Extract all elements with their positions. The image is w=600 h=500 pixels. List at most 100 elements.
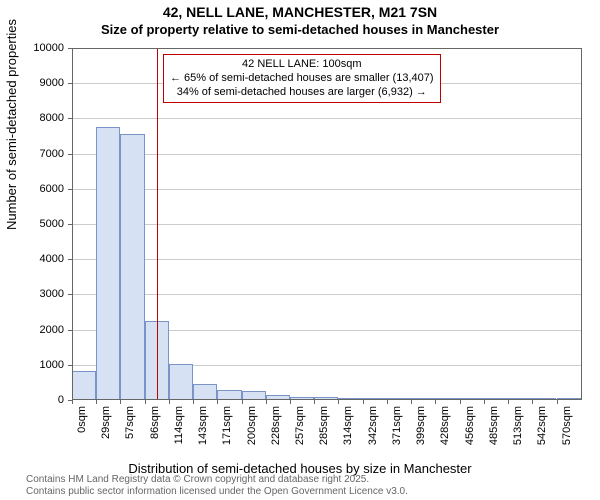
y-tick-mark [68, 189, 72, 190]
histogram-bar [242, 391, 266, 401]
histogram-bar [193, 384, 217, 400]
annotation-line: 34% of semi-detached houses are larger (… [170, 86, 434, 100]
x-tick-mark [217, 400, 218, 404]
x-tick-mark [363, 400, 364, 404]
y-tick-label: 1000 [16, 359, 64, 371]
histogram-bar [484, 398, 508, 400]
histogram-bar [290, 397, 314, 400]
x-tick-label: 86sqm [149, 406, 161, 439]
x-tick-label: 285sqm [318, 406, 330, 445]
chart-container: 42, NELL LANE, MANCHESTER, M21 7SN Size … [0, 0, 600, 500]
histogram-bar [557, 398, 581, 400]
y-tick-label: 10000 [16, 42, 64, 54]
annotation-line: ← 65% of semi-detached houses are smalle… [170, 72, 434, 86]
y-tick-label: 2000 [16, 324, 64, 336]
histogram-bar [120, 134, 144, 400]
credits-line-1: Contains HM Land Registry data © Crown c… [26, 474, 408, 486]
x-tick-mark [290, 400, 291, 404]
y-tick-mark [68, 365, 72, 366]
gridline [72, 259, 582, 260]
gridline [72, 224, 582, 225]
y-tick-label: 7000 [16, 148, 64, 160]
y-tick-label: 9000 [16, 77, 64, 89]
plot-area: 0100020003000400050006000700080009000100… [72, 48, 582, 400]
histogram-bar [217, 390, 241, 400]
histogram-bar [96, 127, 120, 400]
y-tick-mark [68, 48, 72, 49]
x-tick-mark [387, 400, 388, 404]
x-tick-mark [411, 400, 412, 404]
x-tick-mark [508, 400, 509, 404]
y-tick-mark [68, 224, 72, 225]
x-tick-mark [72, 400, 73, 404]
x-tick-label: 485sqm [488, 406, 500, 445]
x-tick-label: 542sqm [536, 406, 548, 445]
x-tick-label: 114sqm [173, 406, 185, 444]
histogram-bar [363, 398, 387, 400]
gridline [72, 189, 582, 190]
x-tick-mark [532, 400, 533, 404]
x-tick-label: 456sqm [464, 406, 476, 445]
x-tick-mark [338, 400, 339, 404]
x-tick-mark [460, 400, 461, 404]
histogram-bar [387, 398, 411, 400]
x-tick-mark [193, 400, 194, 404]
y-tick-mark [68, 154, 72, 155]
gridline [72, 154, 582, 155]
x-tick-label: 29sqm [100, 406, 112, 439]
y-tick-mark [68, 330, 72, 331]
credits-line-2: Contains public sector information licen… [26, 486, 408, 498]
x-tick-mark [145, 400, 146, 404]
y-tick-mark [68, 118, 72, 119]
x-tick-label: 513sqm [512, 406, 524, 445]
x-tick-label: 428sqm [439, 406, 451, 445]
x-tick-mark [242, 400, 243, 404]
histogram-bar [532, 398, 556, 400]
histogram-bar [460, 398, 484, 400]
histogram-bar [508, 398, 532, 400]
x-tick-label: 570sqm [561, 406, 573, 445]
x-tick-label: 342sqm [367, 406, 379, 445]
x-tick-label: 57sqm [124, 406, 136, 439]
annotation-line: 42 NELL LANE: 100sqm [170, 58, 434, 72]
y-tick-label: 6000 [16, 183, 64, 195]
histogram-bar [169, 364, 193, 400]
y-tick-mark [68, 259, 72, 260]
plot-inner: 0100020003000400050006000700080009000100… [72, 48, 582, 400]
gridline [72, 294, 582, 295]
marker-line [157, 48, 158, 400]
x-tick-label: 228sqm [270, 406, 282, 445]
histogram-bar [266, 395, 290, 400]
histogram-bar [314, 397, 338, 400]
histogram-bar [435, 398, 459, 400]
x-tick-label: 399sqm [415, 406, 427, 445]
x-tick-label: 200sqm [246, 406, 258, 445]
x-tick-mark [557, 400, 558, 404]
x-tick-label: 257sqm [294, 406, 306, 445]
y-tick-label: 8000 [16, 112, 64, 124]
x-tick-label: 171sqm [221, 406, 233, 445]
histogram-bar [72, 371, 96, 400]
x-tick-mark [484, 400, 485, 404]
y-tick-label: 0 [16, 394, 64, 406]
x-tick-label: 143sqm [197, 406, 209, 445]
x-tick-mark [435, 400, 436, 404]
y-tick-mark [68, 294, 72, 295]
x-tick-label: 0sqm [76, 406, 88, 433]
x-tick-label: 314sqm [342, 406, 354, 445]
y-tick-label: 3000 [16, 288, 64, 300]
histogram-bar [338, 398, 362, 400]
y-tick-mark [68, 83, 72, 84]
x-tick-mark [96, 400, 97, 404]
x-tick-mark [266, 400, 267, 404]
annotation-box: 42 NELL LANE: 100sqm← 65% of semi-detach… [163, 54, 441, 103]
gridline [72, 118, 582, 119]
chart-title: 42, NELL LANE, MANCHESTER, M21 7SN [0, 4, 600, 20]
x-tick-mark [120, 400, 121, 404]
y-tick-label: 5000 [16, 218, 64, 230]
y-tick-label: 4000 [16, 253, 64, 265]
credits: Contains HM Land Registry data © Crown c… [26, 474, 408, 498]
x-tick-label: 371sqm [391, 406, 403, 445]
chart-subtitle: Size of property relative to semi-detach… [0, 22, 600, 37]
histogram-bar [411, 398, 435, 400]
